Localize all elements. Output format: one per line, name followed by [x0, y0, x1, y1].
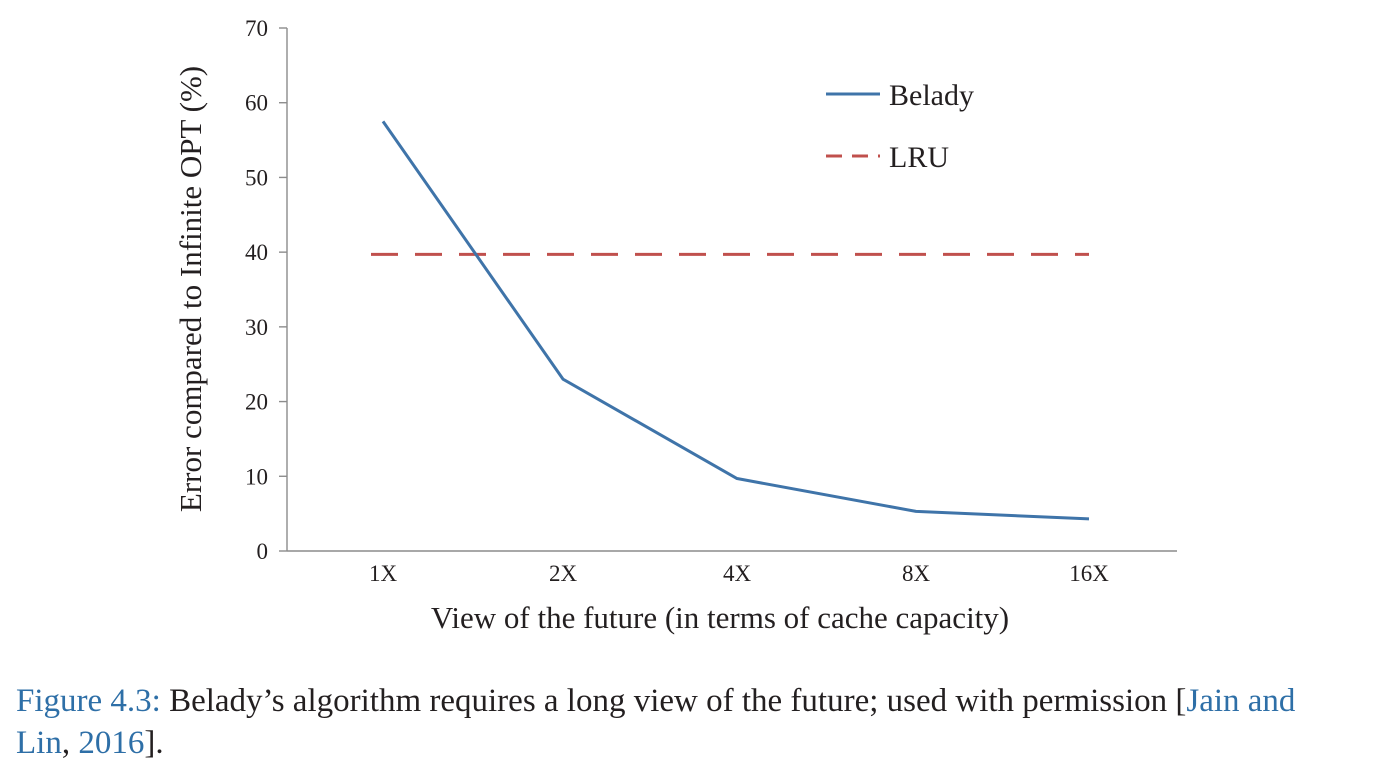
citation-year[interactable]: 2016	[78, 725, 145, 761]
figure-label: Figure 4.3:	[16, 683, 161, 719]
caption-text: Belady’s algorithm requires a long view …	[160, 683, 1187, 719]
caption-close: ].	[144, 725, 164, 761]
series-line-belady	[381, 120, 1090, 521]
y-tick-label: 30	[245, 315, 268, 340]
citation-separator: ,	[61, 725, 79, 761]
x-tick-label: 8X	[902, 561, 931, 586]
y-tick-label: 20	[245, 390, 268, 415]
y-axis-title: Error compared to Infinite OPT (%)	[173, 66, 208, 512]
y-tick-label: 0	[257, 539, 269, 564]
x-axis-title: View of the future (in terms of cache ca…	[431, 600, 1009, 635]
legend-label-belady: Belady	[889, 79, 974, 112]
figure-caption: Figure 4.3: Belady’s algorithm requires …	[16, 680, 1361, 764]
x-tick-label: 4X	[723, 561, 752, 586]
citation-link-part2[interactable]: Lin	[16, 725, 62, 761]
x-tick-label: 16X	[1069, 561, 1109, 586]
y-tick-label: 70	[245, 16, 268, 41]
y-tick-label: 40	[245, 240, 268, 265]
legend-label-lru: LRU	[889, 141, 949, 174]
series-layer	[371, 120, 1090, 521]
y-tick-label: 10	[245, 464, 268, 489]
x-tick-label: 1X	[369, 561, 398, 586]
x-tick-label: 2X	[549, 561, 578, 586]
y-axis: 0 10 20 30 40 50 60 70	[245, 16, 288, 564]
line-chart: 0 10 20 30 40 50 60 70 1X 2X 4X 8X 16X Belady LRU Er…	[173, 16, 1177, 635]
citation-link-part1[interactable]: Jain and	[1186, 683, 1296, 719]
y-tick-label: 50	[245, 165, 268, 190]
x-axis: 1X 2X 4X 8X 16X	[287, 550, 1177, 586]
y-tick-label: 60	[245, 91, 268, 116]
legend: Belady LRU	[826, 79, 974, 174]
